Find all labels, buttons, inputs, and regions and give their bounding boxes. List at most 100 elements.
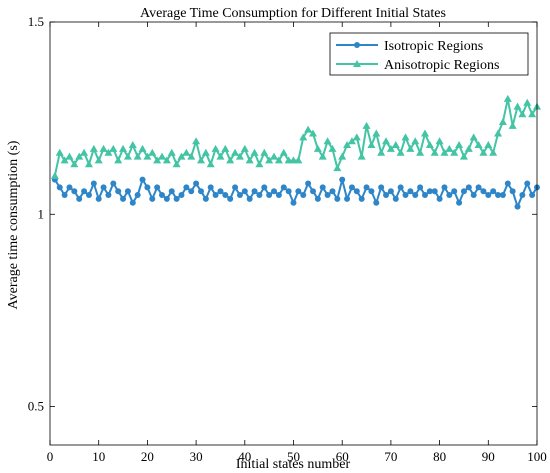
x-tick-label: 0 bbox=[47, 449, 54, 464]
data-point bbox=[455, 141, 464, 149]
data-point bbox=[85, 192, 92, 199]
chart-title: Average Time Consumption for Different I… bbox=[140, 6, 446, 21]
x-tick-label: 60 bbox=[336, 449, 349, 464]
data-point bbox=[232, 184, 239, 191]
data-point bbox=[105, 192, 112, 199]
data-point bbox=[275, 192, 282, 199]
legend-marker bbox=[354, 42, 360, 48]
data-point bbox=[256, 192, 263, 199]
data-point bbox=[227, 195, 234, 202]
x-tick-label: 100 bbox=[527, 449, 547, 464]
data-point bbox=[436, 195, 443, 202]
x-tick-label: 40 bbox=[238, 449, 251, 464]
data-point bbox=[363, 184, 370, 191]
x-tick-label: 90 bbox=[482, 449, 495, 464]
data-point bbox=[338, 152, 347, 160]
data-point bbox=[357, 152, 366, 160]
data-point bbox=[465, 184, 472, 191]
x-axis-label: Initial states number bbox=[236, 457, 351, 472]
legend-label: Anisotropic Regions bbox=[384, 58, 500, 73]
data-point bbox=[425, 141, 434, 149]
data-point bbox=[445, 144, 454, 152]
x-tick-label: 70 bbox=[384, 449, 397, 464]
data-point bbox=[378, 184, 385, 191]
data-point bbox=[352, 133, 361, 141]
data-point bbox=[123, 152, 132, 160]
data-point bbox=[499, 192, 506, 199]
data-point bbox=[323, 137, 332, 145]
data-point bbox=[138, 144, 147, 152]
y-axis-label: Average time consumption (s) bbox=[6, 140, 21, 309]
data-point bbox=[470, 192, 477, 199]
data-point bbox=[464, 144, 473, 152]
data-point bbox=[528, 110, 537, 118]
data-point bbox=[212, 192, 219, 199]
data-point bbox=[300, 192, 307, 199]
data-point bbox=[89, 144, 98, 152]
data-point bbox=[417, 184, 424, 191]
data-point bbox=[474, 141, 483, 149]
data-point bbox=[285, 188, 292, 195]
data-point bbox=[188, 188, 195, 195]
x-tick-label: 50 bbox=[287, 449, 300, 464]
data-point bbox=[279, 148, 288, 156]
data-point bbox=[367, 141, 376, 149]
data-point bbox=[489, 148, 498, 156]
data-point bbox=[353, 188, 360, 195]
data-point bbox=[397, 184, 404, 191]
data-point bbox=[318, 152, 327, 160]
data-point bbox=[460, 188, 467, 195]
y-tick-label: 1 bbox=[38, 206, 45, 221]
data-point bbox=[362, 121, 371, 129]
data-point bbox=[382, 137, 391, 145]
data-point bbox=[192, 137, 201, 145]
data-point bbox=[343, 141, 352, 149]
data-point bbox=[372, 129, 381, 137]
series-line bbox=[54, 178, 538, 208]
data-point bbox=[347, 137, 356, 145]
data-point bbox=[183, 184, 190, 191]
data-point bbox=[304, 125, 313, 133]
data-point bbox=[440, 148, 449, 156]
data-point bbox=[407, 188, 414, 195]
data-point bbox=[396, 148, 405, 156]
data-point bbox=[265, 156, 274, 164]
data-point bbox=[431, 188, 438, 195]
data-point bbox=[197, 188, 204, 195]
data-point bbox=[480, 188, 487, 195]
data-point bbox=[319, 184, 326, 191]
data-point bbox=[529, 192, 536, 199]
data-point bbox=[115, 188, 122, 195]
data-point bbox=[241, 188, 248, 195]
data-point bbox=[221, 144, 230, 152]
data-point bbox=[430, 148, 439, 156]
data-point bbox=[159, 192, 166, 199]
data-point bbox=[261, 184, 268, 191]
data-point bbox=[391, 141, 400, 149]
data-point bbox=[495, 192, 502, 199]
data-point bbox=[149, 195, 156, 202]
legend-label: Isotropic Regions bbox=[384, 39, 483, 54]
data-point bbox=[94, 156, 103, 164]
data-point bbox=[348, 184, 355, 191]
data-point bbox=[305, 180, 312, 187]
ticks-layer: 0 10 20 30 40 50 60 70 80 90 100 0.5 1 1.5 bbox=[28, 14, 547, 464]
data-point bbox=[246, 195, 253, 202]
data-point bbox=[392, 195, 399, 202]
data-point bbox=[144, 184, 151, 191]
data-point bbox=[260, 148, 269, 156]
data-point bbox=[479, 148, 488, 156]
data-point bbox=[386, 144, 395, 152]
data-point bbox=[401, 133, 410, 141]
y-tick-label: 0.5 bbox=[28, 399, 44, 414]
data-point bbox=[441, 184, 448, 191]
data-point bbox=[308, 129, 317, 137]
data-point bbox=[420, 129, 429, 137]
data-point bbox=[377, 148, 386, 156]
data-point bbox=[128, 141, 137, 149]
data-point bbox=[295, 188, 302, 195]
data-point bbox=[519, 192, 526, 199]
data-point bbox=[426, 188, 433, 195]
